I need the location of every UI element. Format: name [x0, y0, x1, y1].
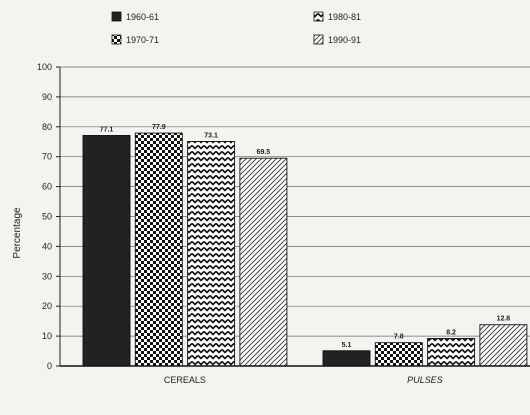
bar-value-label: 77.9	[152, 124, 166, 131]
bar	[239, 157, 288, 367]
y-tick-label: 60	[42, 182, 52, 192]
x-axis-categories: CEREALS PULSES	[164, 375, 443, 385]
bar-value-label: 12.8	[497, 316, 511, 323]
y-tick-label: 70	[42, 152, 52, 162]
legend-label: 1990-91	[328, 35, 361, 45]
y-tick-label: 50	[42, 212, 52, 222]
bar	[374, 342, 423, 367]
y-axis-label: Percentage	[12, 207, 23, 259]
legend-swatch	[111, 11, 122, 22]
legend-item: 1980-81	[313, 11, 361, 22]
legend-swatch	[313, 11, 324, 22]
legend-swatch	[313, 34, 324, 45]
legend-label: 1980-81	[328, 12, 361, 22]
legend-label: 1960-61	[126, 12, 159, 22]
legend-item: 1990-91	[313, 34, 361, 45]
bar-value-label: 77.1	[100, 126, 114, 133]
y-axis-ticks: 0 10 20 30 40 50 60 70 80 90 100	[37, 62, 60, 371]
bar	[134, 132, 183, 367]
y-tick-label: 80	[42, 122, 52, 132]
y-tick-label: 20	[42, 301, 52, 311]
y-tick-label: 90	[42, 92, 52, 102]
y-tick-label: 40	[42, 241, 52, 251]
bars	[82, 132, 528, 367]
x-category-label: PULSES	[407, 375, 443, 385]
legend-swatch	[111, 34, 122, 45]
y-tick-label: 100	[37, 62, 52, 72]
gridlines	[60, 66, 530, 337]
bar	[322, 350, 371, 367]
y-tick-label: 30	[42, 271, 52, 281]
bar	[187, 141, 236, 367]
data-labels: 77.1 77.9 73.1 69.5 5.1 7.8 8.2 12.8	[100, 124, 511, 349]
bar-value-label: 5.1	[342, 342, 352, 349]
bar	[427, 338, 476, 367]
bar	[479, 324, 528, 367]
y-tick-label: 10	[42, 331, 52, 341]
y-tick-label: 0	[47, 361, 52, 371]
legend-label: 1970-71	[126, 35, 159, 45]
legend-item: 1970-71	[111, 34, 159, 45]
bar-value-label: 8.2	[446, 329, 456, 336]
legend: 1960-61 1970-71 1980-81 1990-91	[111, 11, 361, 45]
bar-value-label: 69.5	[257, 149, 271, 156]
bar-value-label: 73.1	[204, 132, 218, 139]
x-category-label: CEREALS	[164, 375, 206, 385]
bar	[82, 135, 131, 367]
bar-value-label: 7.8	[394, 334, 404, 341]
legend-item: 1960-61	[111, 11, 159, 22]
